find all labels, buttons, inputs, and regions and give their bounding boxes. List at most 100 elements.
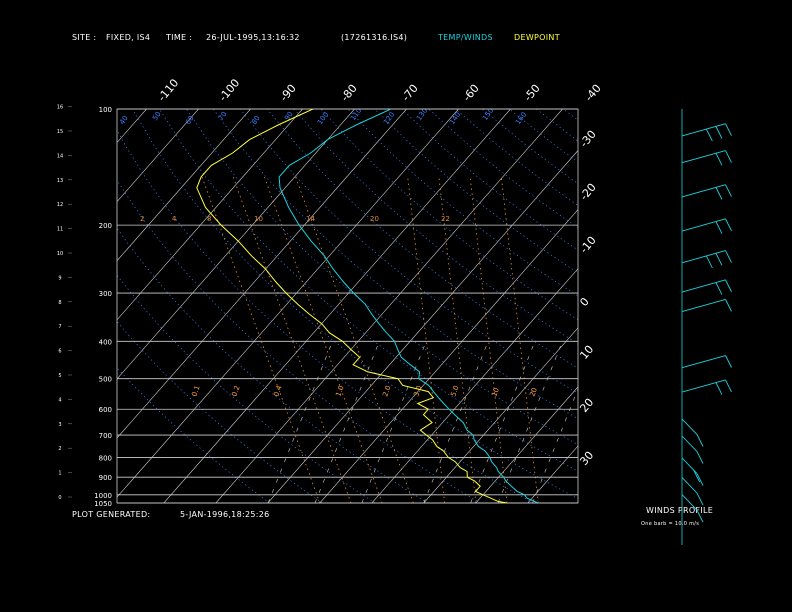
isotherm-line [267,150,578,503]
mixing-ratio-label: 8 [207,215,211,223]
isotherm-line [423,327,578,503]
dewpoint-legend: DEWPOINT [514,33,560,42]
height-km-label: 10 [57,251,63,257]
site-label: SITE : [72,33,97,42]
pressure-label: 600 [99,406,112,414]
mixing-ratio-label: 10 [254,215,263,223]
dry-adiabat [482,109,578,185]
small-mr-label: 0.1 [190,384,201,397]
moist-adiabat [438,176,477,503]
height-km-label: 2 [58,446,61,452]
wind-barb-flag [725,299,732,312]
dry-adiabat [428,109,578,229]
mixing-ratio-line [314,341,380,503]
isotherm-line [117,109,199,203]
wind-barb-shaft [681,218,726,232]
wind-barb-flag [715,126,723,139]
wind-barb-flag [725,355,732,368]
temperature-line [278,109,539,503]
top-temp-label: -60 [460,82,482,104]
isotherm-line [117,109,459,498]
right-temp-label: -20 [577,181,599,203]
small-mr-label: 10 [490,387,501,398]
pressure-label: 1050 [94,500,112,508]
dry-adiabat [455,109,578,206]
isotherm-line [117,109,355,380]
wind-barb-flag [715,187,723,200]
height-km-label: 5 [58,373,61,379]
wind-barb-flag [725,379,732,393]
moist-adiabat [264,176,383,503]
isotherm-line [527,445,578,503]
moist-adiabat [201,176,321,503]
right-temp-label: -10 [577,234,599,256]
winds-profile [681,109,732,545]
isotherm-line [117,109,303,321]
theta-label: 80 [250,114,262,126]
pressure-label: 100 [99,106,112,114]
right-temp-label: 20 [577,396,596,415]
wind-barb-flag [725,279,732,293]
small-mr-label: 1.0 [334,384,345,397]
dry-adiabat [320,109,578,320]
plot-generated-label: PLOT GENERATED: [72,510,151,519]
dry-adiabat [562,109,578,121]
height-km-label: 9 [58,275,61,281]
wind-barb-shaft [681,355,726,369]
wind-barb-flag [693,469,701,483]
winds-profile-title: WINDS PROFILE [646,506,714,515]
site-value: FIXED, IS4 [106,33,151,42]
wind-barb-shaft [681,123,726,137]
wind-barb-shaft [681,457,698,474]
dewpoint-line [196,109,508,503]
isotherm-line [0,109,43,503]
right-temp-label: 30 [577,449,596,468]
wind-barb-flag [725,150,732,163]
height-km-label: 11 [57,227,63,233]
wind-barb-flag [725,123,732,136]
theta-label: 40 [118,114,130,126]
wind-barb-flag [725,218,732,232]
moist-adiabat [295,176,414,503]
dry-adiabat [117,227,429,503]
mixing-ratio-line [423,341,489,503]
isotherm-line [117,109,147,144]
wind-barb-flag [696,473,704,486]
wind-barb-shaft [681,379,726,393]
pressure-label: 1000 [94,492,112,500]
wind-barb-shaft [681,494,698,511]
isotherm-line [580,109,792,503]
isotherm-line [632,109,792,503]
wind-barb-flag [715,282,723,295]
height-km-label: 1 [58,471,61,477]
wind-barb-flag [715,153,723,166]
dry-adiabat [509,109,578,163]
theta-label: 50 [151,110,163,122]
theta-label: 70 [217,110,229,122]
wind-barb-shaft [681,477,698,494]
height-km-label: 7 [58,324,61,330]
small-mr-label: 3.0 [412,384,423,397]
mixing-ratio-label: 22 [441,215,450,223]
wind-barb-flag [696,451,704,464]
right-temp-label: 0 [577,295,591,309]
time-value: 26-JUL-1995,13:16:32 [206,33,300,42]
wind-barb-shaft [681,298,726,312]
height-km-label: 15 [57,129,63,135]
dry-adiabat [536,109,578,142]
pressure-label: 400 [99,338,112,346]
dry-adiabat [117,274,376,503]
theta-label: 120 [382,111,396,127]
plot-generated-value: 5-JAN-1996,18:25:26 [180,510,270,519]
wind-barb-shaft [681,184,726,198]
theta-label: 90 [283,110,295,122]
theta-label: 140 [448,111,462,127]
wind-barb-shaft [681,250,726,264]
top-temp-label: -90 [277,82,299,104]
dry-adiabat [117,129,534,503]
pressure-label: 900 [99,474,112,482]
wind-barb-shaft [681,150,726,164]
isotherm-line [117,109,407,439]
top-temp-label: -110 [155,76,181,103]
isotherm-line [0,109,95,503]
